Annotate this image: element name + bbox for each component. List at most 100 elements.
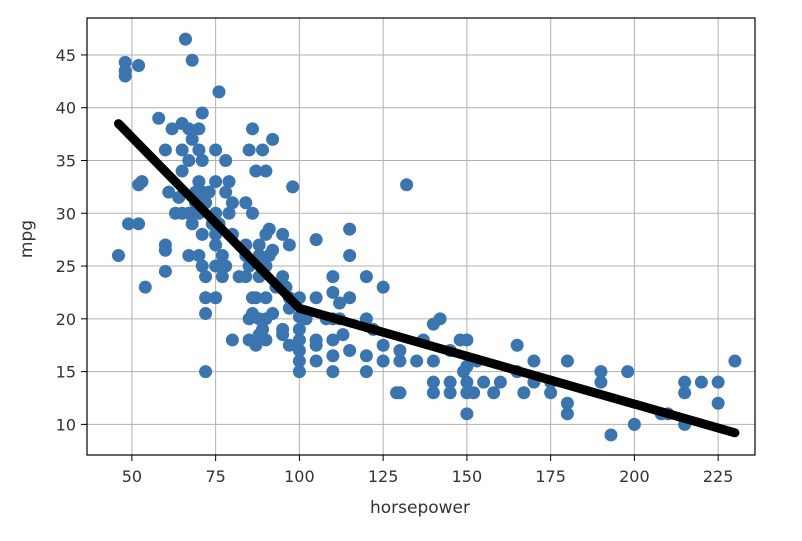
data-point — [138, 280, 152, 294]
data-point — [544, 386, 558, 400]
fit-line — [114, 119, 740, 438]
data-point — [135, 175, 149, 189]
data-point — [266, 132, 280, 146]
data-point — [333, 296, 347, 310]
data-point — [292, 354, 306, 368]
data-point — [604, 428, 618, 442]
data-point — [219, 259, 233, 273]
fit-line-layer — [114, 119, 740, 438]
data-point — [215, 249, 229, 262]
data-point — [326, 285, 340, 299]
data-point — [195, 227, 209, 241]
data-point — [282, 238, 296, 252]
data-point — [276, 328, 290, 342]
data-points — [111, 32, 742, 442]
x-tick-label: 75 — [205, 467, 225, 486]
data-point — [487, 386, 501, 400]
data-point — [410, 354, 424, 368]
data-point — [256, 143, 270, 157]
data-point — [467, 386, 481, 400]
data-point — [426, 354, 440, 368]
data-point — [225, 333, 239, 347]
data-point — [132, 217, 146, 231]
data-point — [309, 354, 323, 368]
grid-lines — [87, 18, 755, 455]
data-point — [219, 185, 233, 199]
data-point — [292, 344, 306, 357]
data-point — [326, 365, 340, 379]
data-point — [178, 32, 192, 46]
y-tick-label: 40 — [56, 99, 76, 118]
x-axis-ticks: 50 75 100 125 150 175 200 225 — [122, 455, 733, 486]
data-point — [276, 227, 290, 241]
data-point — [222, 175, 236, 189]
data-point — [185, 217, 199, 231]
x-tick-label: 150 — [452, 467, 483, 486]
data-point — [393, 344, 407, 357]
data-point — [209, 175, 223, 189]
data-point — [182, 206, 196, 220]
data-point — [209, 143, 223, 157]
data-point — [132, 59, 146, 72]
data-point — [694, 375, 708, 389]
data-point — [195, 259, 209, 273]
data-point — [152, 111, 166, 125]
data-point — [343, 249, 357, 262]
data-point — [292, 365, 306, 379]
plot-frame — [86, 17, 756, 456]
data-point — [560, 396, 574, 410]
data-point — [182, 154, 196, 167]
data-point — [621, 365, 635, 379]
data-point — [175, 164, 189, 178]
data-point — [185, 53, 199, 67]
y-tick-label: 20 — [56, 310, 76, 329]
data-point — [182, 249, 196, 262]
data-point — [249, 338, 263, 352]
data-point — [199, 291, 213, 305]
data-point — [195, 154, 209, 167]
data-point — [376, 354, 390, 368]
data-point — [560, 407, 574, 421]
data-point — [477, 375, 491, 389]
data-point — [262, 222, 276, 236]
x-tick-label: 100 — [284, 467, 315, 486]
data-point — [225, 196, 239, 210]
data-point — [199, 365, 213, 379]
data-point — [393, 386, 407, 400]
data-point — [219, 154, 233, 167]
data-point — [426, 375, 440, 389]
data-point — [460, 375, 474, 389]
data-point — [309, 338, 323, 352]
data-point — [185, 132, 199, 146]
data-point — [336, 328, 350, 342]
data-point — [165, 122, 179, 136]
data-point — [239, 270, 253, 284]
data-point — [212, 85, 226, 99]
data-point — [282, 338, 296, 352]
data-point — [711, 375, 725, 389]
data-point — [252, 238, 266, 252]
data-point — [199, 270, 213, 284]
data-point — [560, 354, 574, 368]
y-tick-label: 30 — [56, 204, 76, 223]
y-tick-label: 25 — [56, 257, 76, 276]
data-point — [192, 249, 206, 262]
data-point — [426, 386, 440, 400]
data-point — [527, 354, 541, 368]
data-point — [627, 417, 641, 431]
data-point — [326, 333, 340, 347]
data-point — [460, 407, 474, 421]
data-point — [249, 164, 263, 178]
data-point — [292, 333, 306, 347]
data-point — [443, 386, 457, 400]
data-point — [517, 386, 531, 400]
data-point — [182, 122, 196, 136]
data-point — [259, 291, 273, 305]
data-point — [711, 396, 725, 410]
data-point — [245, 122, 259, 136]
data-point — [678, 386, 692, 400]
data-point — [510, 338, 524, 352]
y-tick-label: 15 — [56, 363, 76, 382]
data-point — [326, 349, 340, 363]
